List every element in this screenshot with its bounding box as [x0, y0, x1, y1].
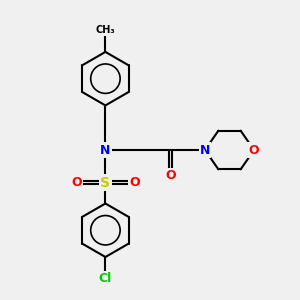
Text: O: O	[249, 143, 259, 157]
Text: Cl: Cl	[99, 272, 112, 285]
Text: O: O	[129, 176, 140, 189]
Text: N: N	[200, 143, 210, 157]
Text: O: O	[166, 169, 176, 182]
Text: N: N	[100, 143, 111, 157]
Text: CH₃: CH₃	[96, 25, 115, 34]
Text: O: O	[71, 176, 82, 189]
Text: S: S	[100, 176, 110, 190]
